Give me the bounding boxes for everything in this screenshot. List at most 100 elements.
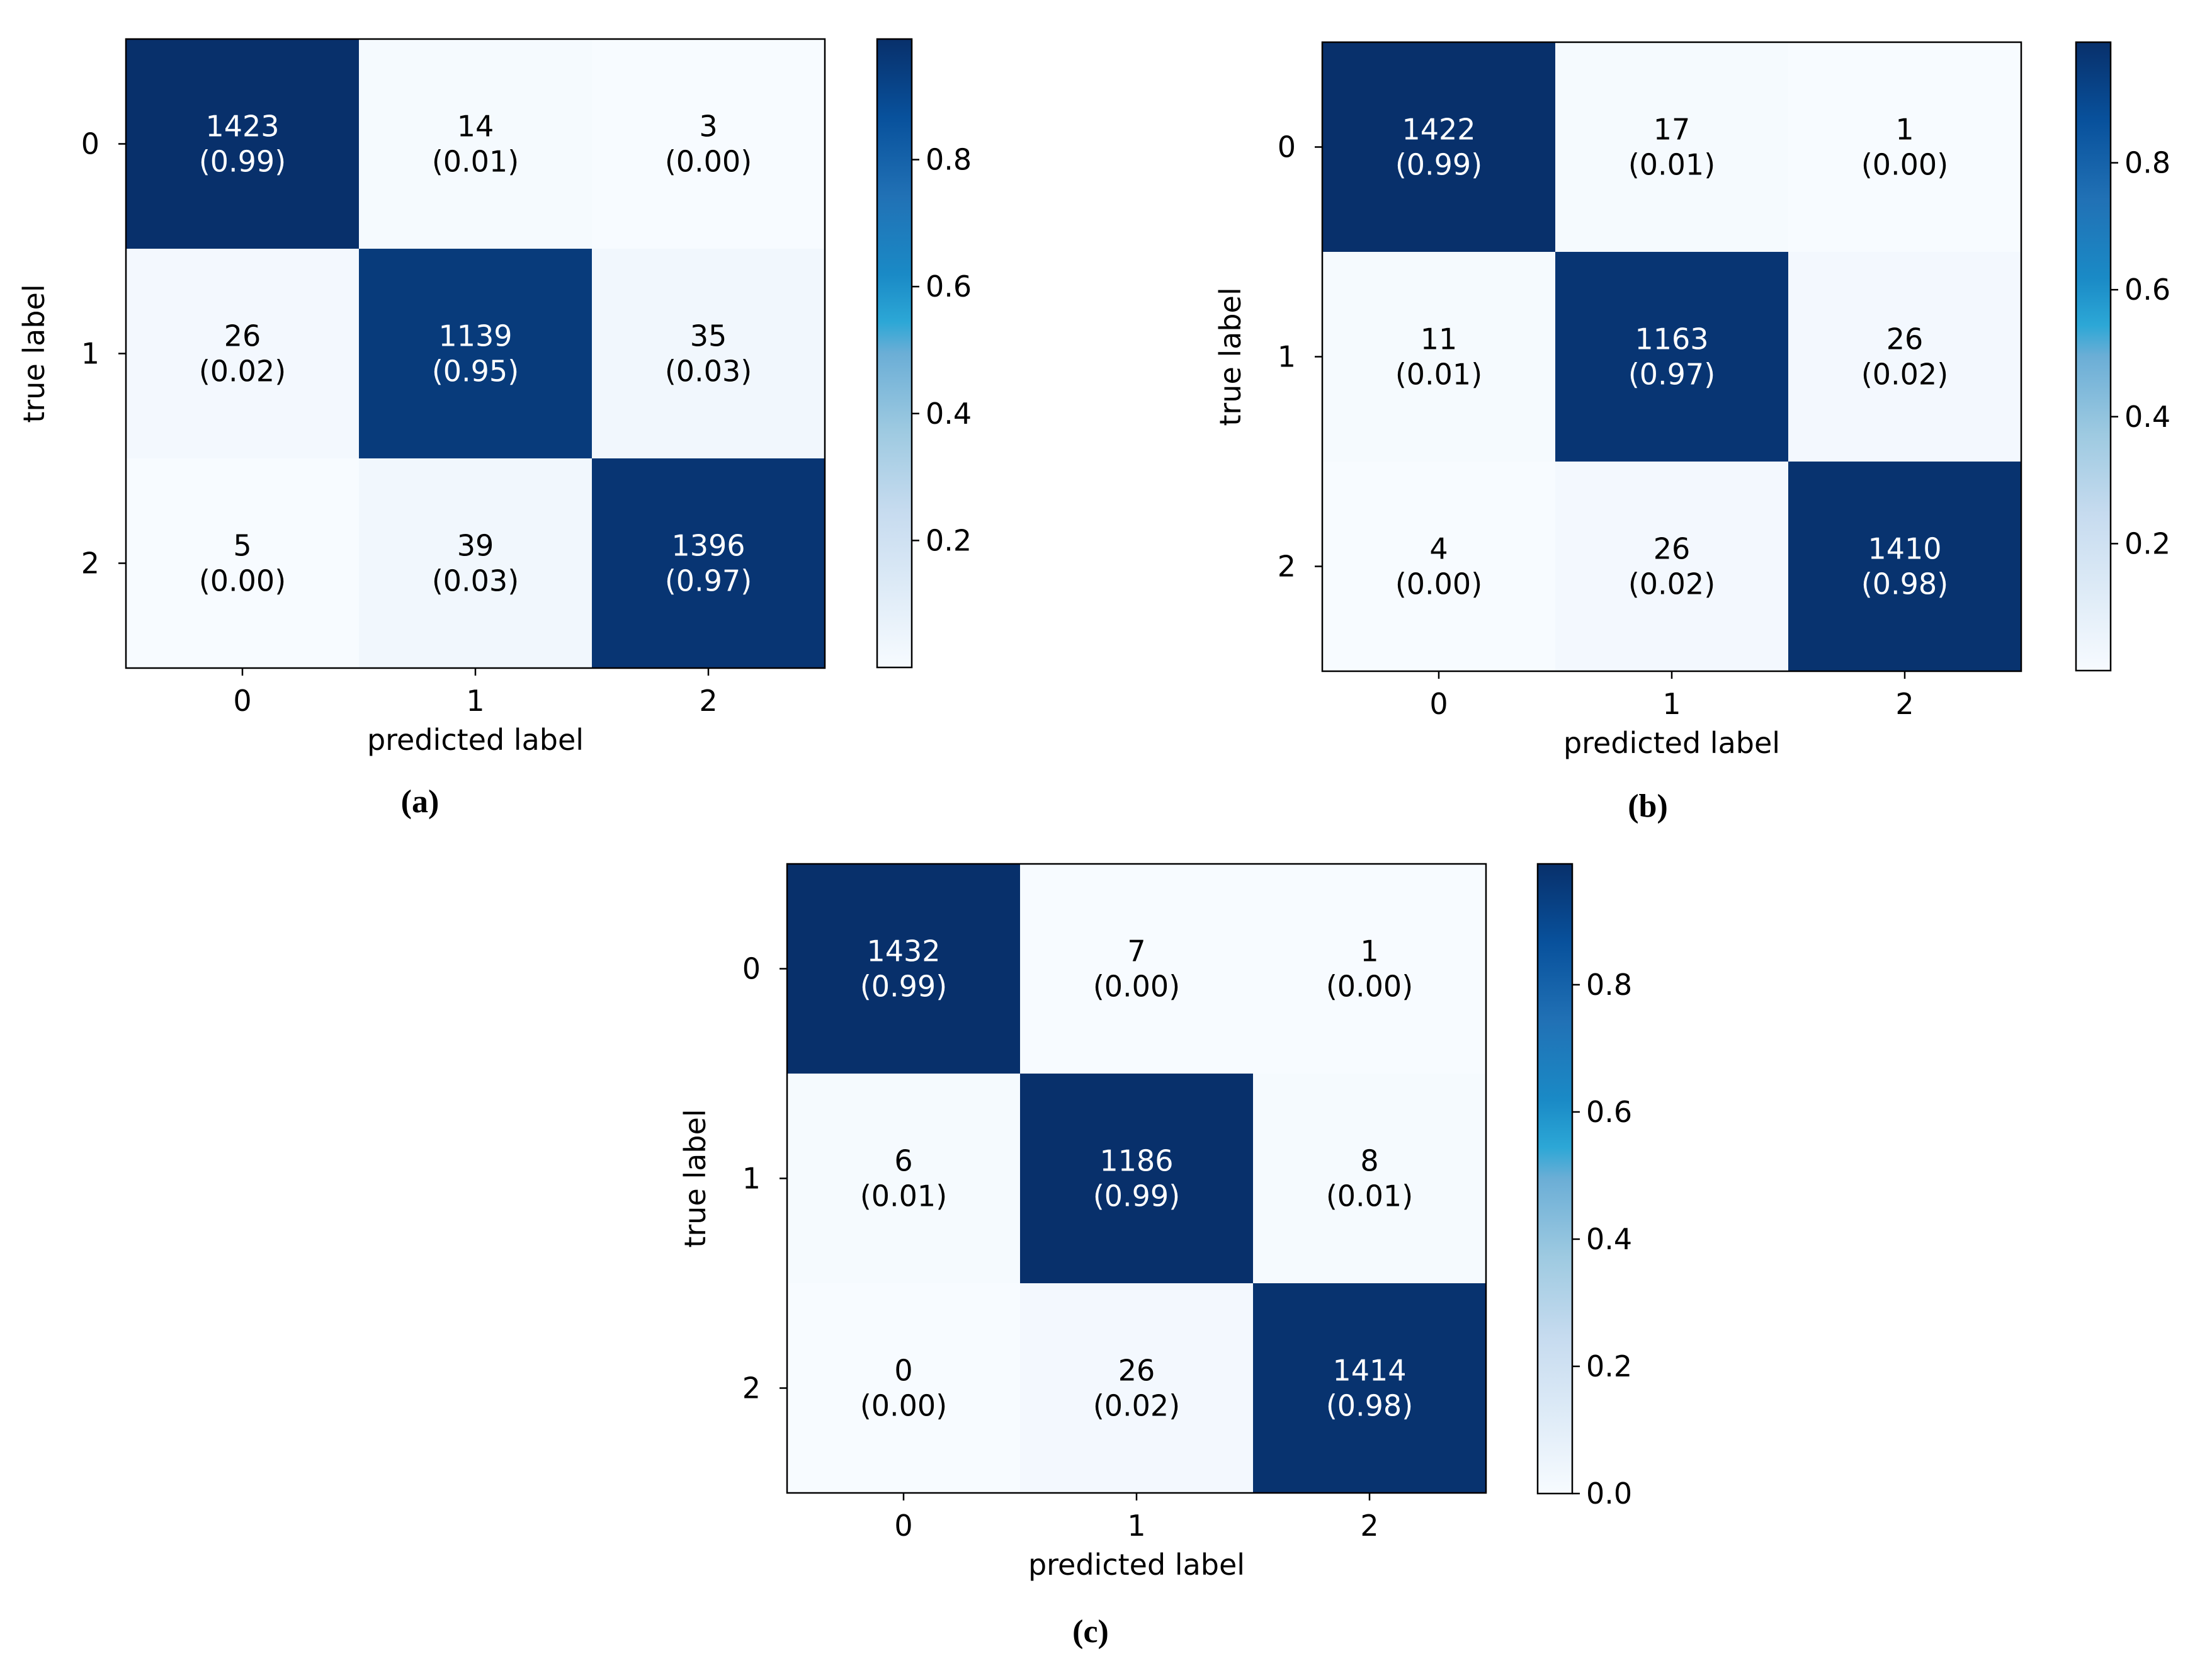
matrix-cell — [1322, 252, 1555, 462]
y-tick-label: 2 — [742, 1371, 761, 1405]
cell-normalized-label: (0.97) — [665, 564, 752, 598]
panel-caption: (b) — [1628, 788, 1668, 824]
colorbar-tick-label: 0.6 — [1586, 1095, 1632, 1129]
x-axis-title: predicted label — [367, 723, 584, 757]
cell-count-label: 26 — [1886, 322, 1924, 356]
colorbar — [2075, 41, 2112, 672]
confusion-matrix-panel: 1422(0.99)17(0.01)1(0.00)11(0.01)1163(0.… — [1213, 41, 2170, 824]
colorbar-tick-label: 0.2 — [2124, 526, 2170, 560]
y-tick-label: 2 — [81, 547, 99, 581]
x-tick-label: 0 — [1429, 687, 1448, 721]
cell-normalized-label: (0.03) — [432, 564, 519, 598]
cell-normalized-label: (0.99) — [860, 970, 947, 1004]
matrix-cell — [787, 1074, 1020, 1283]
cell-count-label: 26 — [1653, 532, 1691, 566]
y-tick-label: 2 — [1278, 550, 1296, 584]
matrix-cell — [592, 249, 825, 458]
cell-normalized-label: (0.01) — [1628, 148, 1715, 182]
cell-count-label: 1 — [1895, 113, 1914, 147]
matrix-cell — [1020, 1074, 1253, 1283]
colorbar-tick-label: 0.2 — [926, 523, 972, 557]
confusion-matrix-panel: 1432(0.99)7(0.00)1(0.00)6(0.01)1186(0.99… — [678, 863, 1632, 1650]
matrix-cell — [1555, 462, 1788, 671]
cell-normalized-label: (0.01) — [860, 1179, 947, 1213]
matrix-cell — [126, 39, 359, 249]
matrix-cell — [1253, 1283, 1486, 1493]
cell-normalized-label: (0.00) — [860, 1389, 947, 1423]
matrix-cell — [592, 39, 825, 249]
x-tick-label: 2 — [699, 684, 717, 718]
colorbar — [876, 38, 913, 669]
matrix-cell — [1253, 1074, 1486, 1283]
colorbar-tick-label: 0.2 — [1586, 1349, 1632, 1383]
cell-count-label: 5 — [233, 529, 251, 563]
cell-count-label: 1410 — [1868, 532, 1941, 566]
cell-count-label: 1396 — [671, 529, 745, 563]
cell-normalized-label: (0.95) — [432, 354, 519, 388]
y-tick-label: 1 — [1278, 340, 1296, 374]
cell-count-label: 1414 — [1332, 1354, 1406, 1388]
cell-normalized-label: (0.00) — [1093, 970, 1180, 1004]
colorbar-tick-label: 0.4 — [1586, 1222, 1632, 1256]
cell-count-label: 8 — [1360, 1144, 1378, 1178]
cell-count-label: 39 — [457, 529, 494, 563]
x-tick-label: 0 — [894, 1509, 912, 1543]
y-tick-label: 0 — [81, 127, 99, 161]
cell-normalized-label: (0.03) — [665, 354, 752, 388]
y-axis-title: true label — [17, 284, 51, 423]
matrix-cell — [359, 249, 592, 458]
colorbar-tick-label: 0.8 — [2124, 146, 2170, 180]
confusion-matrix-panel: 1423(0.99)14(0.01)3(0.00)26(0.02)1139(0.… — [17, 38, 972, 820]
matrix-cell — [126, 458, 359, 668]
matrix-cell — [1788, 42, 2021, 252]
matrix-cell — [1788, 252, 2021, 462]
x-axis-title: predicted label — [1028, 1548, 1245, 1582]
colorbar-tick-label: 0.0 — [1586, 1477, 1632, 1511]
colorbar-tick-label: 0.4 — [2124, 400, 2170, 434]
cell-normalized-label: (0.02) — [1093, 1389, 1180, 1423]
cell-count-label: 0 — [894, 1354, 912, 1388]
cell-count-label: 17 — [1653, 113, 1691, 147]
cell-normalized-label: (0.98) — [1326, 1389, 1413, 1423]
matrix-cell — [592, 458, 825, 668]
cell-normalized-label: (0.02) — [1861, 358, 1948, 392]
cell-count-label: 4 — [1429, 532, 1448, 566]
y-tick-label: 0 — [1278, 130, 1296, 164]
cell-count-label: 1163 — [1635, 322, 1708, 356]
colorbar-tick-label: 0.6 — [2124, 273, 2170, 307]
matrix-cell — [1788, 462, 2021, 671]
y-tick-label: 1 — [742, 1162, 761, 1196]
x-tick-label: 0 — [233, 684, 251, 718]
matrix-cell — [359, 39, 592, 249]
x-tick-label: 1 — [1662, 687, 1681, 721]
matrix-cell — [787, 1283, 1020, 1493]
cell-count-label: 26 — [1118, 1354, 1155, 1388]
x-tick-label: 2 — [1895, 687, 1914, 721]
cell-count-label: 3 — [699, 110, 717, 144]
matrix-cell — [1253, 864, 1486, 1074]
x-axis-title: predicted label — [1563, 726, 1780, 760]
cell-normalized-label: (0.00) — [1861, 148, 1948, 182]
cell-count-label: 1423 — [205, 110, 279, 144]
cell-count-label: 1432 — [866, 934, 940, 968]
colorbar-tick-label: 0.6 — [926, 269, 972, 303]
cell-count-label: 1186 — [1099, 1144, 1173, 1178]
cell-normalized-label: (0.99) — [199, 145, 286, 179]
cell-normalized-label: (0.01) — [1326, 1179, 1413, 1213]
cell-normalized-label: (0.00) — [1395, 567, 1482, 601]
cell-normalized-label: (0.01) — [432, 145, 519, 179]
panel-caption: (c) — [1072, 1614, 1109, 1650]
colorbar-tick-label: 0.4 — [926, 397, 972, 431]
cell-count-label: 11 — [1421, 322, 1458, 356]
y-tick-label: 1 — [81, 337, 99, 371]
matrix-cell — [359, 458, 592, 668]
cell-normalized-label: (0.02) — [1628, 567, 1715, 601]
y-axis-title: true label — [1213, 287, 1247, 426]
colorbar-tick-label: 0.8 — [1586, 968, 1632, 1002]
matrix-cell — [126, 249, 359, 458]
x-tick-label: 1 — [466, 684, 484, 718]
x-tick-label: 2 — [1360, 1509, 1378, 1543]
cell-normalized-label: (0.02) — [199, 354, 286, 388]
cell-count-label: 6 — [894, 1144, 912, 1178]
y-axis-title: true label — [678, 1109, 712, 1247]
